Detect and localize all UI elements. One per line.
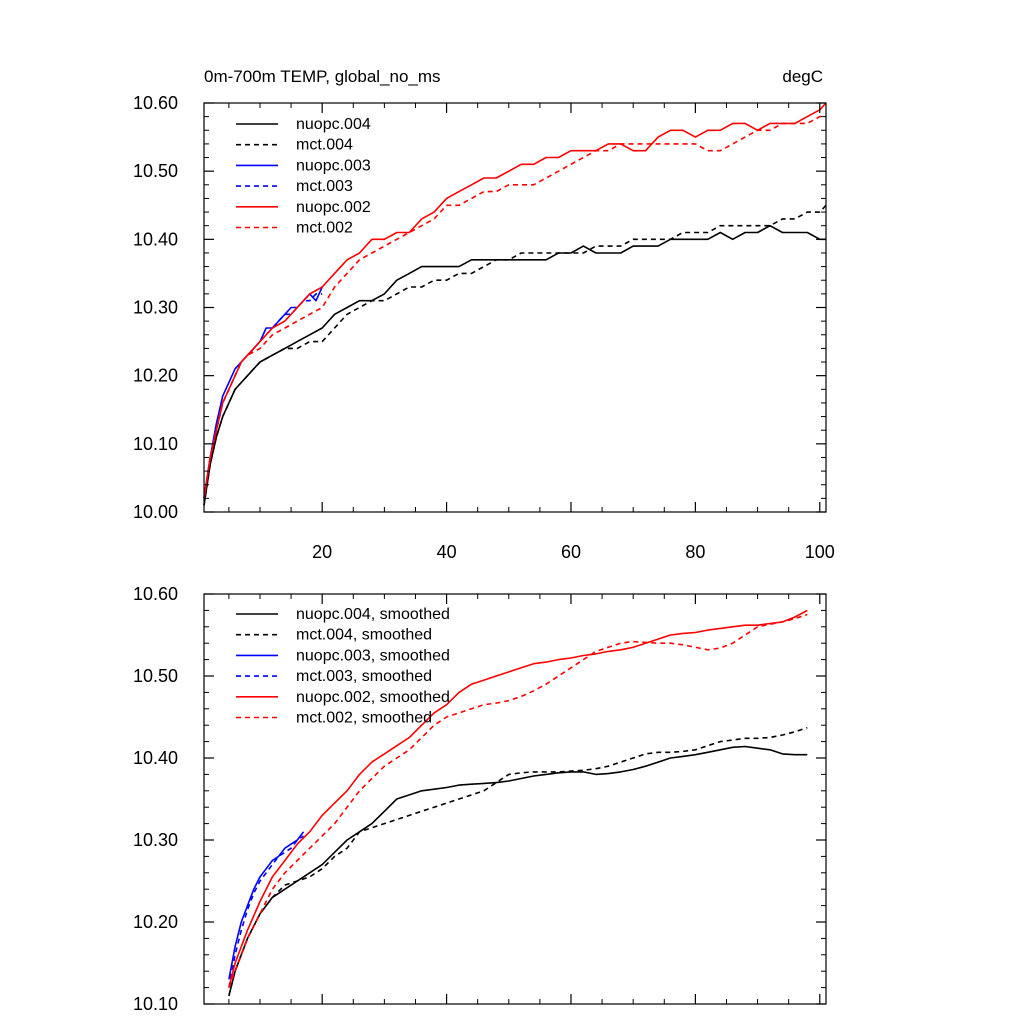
- bottom-panel-axes: 10.10 10.20 10.30 10.40 10.50 10.60: [133, 584, 827, 1014]
- top-panel: 0m-700m TEMP, global_no_ms degC 10.0010.…: [133, 67, 835, 562]
- y-tick-label: 10.60: [133, 93, 178, 113]
- top-panel-units: degC: [782, 67, 823, 86]
- series-line-mct-003-smoothed: [228, 835, 304, 988]
- y-tick-label: 10.10: [133, 434, 178, 454]
- series-line-nuopc-004: [203, 224, 826, 506]
- series-line-mct-004-smoothed: [228, 726, 808, 996]
- y-tick-label: 10.10: [133, 994, 178, 1014]
- legend-label: nuopc.003: [296, 157, 371, 174]
- y-tick-label: 10.40: [133, 229, 178, 249]
- series-line-mct-004: [203, 204, 827, 506]
- y-tick-label: 10.20: [133, 366, 178, 386]
- series-line-nuopc-003-smoothed: [228, 831, 305, 980]
- x-tick-label: 20: [312, 542, 332, 562]
- x-tick-label: 40: [437, 542, 457, 562]
- series-line-nuopc-004-smoothed: [228, 745, 808, 996]
- top-panel-legend: nuopc.004 mct.004 nuopc.003 mct.003 nuopc.00…: [236, 116, 371, 237]
- top-panel-title: 0m-700m TEMP, global_no_ms: [204, 67, 441, 86]
- legend-label: nuopc.004, smoothed: [296, 606, 450, 623]
- legend-label: mct.002: [296, 220, 353, 237]
- legend-label: nuopc.002: [296, 199, 371, 216]
- x-tick-label: 80: [685, 542, 705, 562]
- legend-label: mct.003: [296, 178, 353, 195]
- y-tick-label: 10.50: [133, 161, 178, 181]
- legend-label: mct.004: [296, 137, 353, 154]
- legend-label: mct.004, smoothed: [296, 627, 432, 644]
- y-tick-label: 10.60: [133, 584, 178, 604]
- series-line-nuopc-003: [203, 286, 323, 499]
- top-panel-axes: 10.00 10.10 10.20 10.30 10.40 10.50 10.60 20 40 6…: [133, 93, 835, 562]
- series-line-mct-002-smoothed: [228, 613, 808, 988]
- y-tick-label: 10.30: [133, 298, 178, 318]
- series-line-mct-002: [203, 115, 826, 499]
- y-tick-label: 10.30: [133, 830, 178, 850]
- legend-label: nuopc.004: [296, 116, 371, 133]
- y-tick-label: 10.50: [133, 666, 178, 686]
- bottom-panel-series-lines: [228, 609, 808, 996]
- series-line-nuopc-002: [203, 102, 827, 499]
- legend-label: mct.003, smoothed: [296, 668, 432, 685]
- legend-label: nuopc.003, smoothed: [296, 647, 450, 664]
- y-tick-label: 10.40: [133, 748, 178, 768]
- x-tick-label: 100: [805, 542, 835, 562]
- y-tick-label: 10.20: [133, 912, 178, 932]
- legend-label: mct.002, smoothed: [296, 710, 432, 727]
- y-tick-label: 10.00: [133, 502, 178, 522]
- legend-label: nuopc.002, smoothed: [296, 689, 450, 706]
- series-line-mct-003: [203, 293, 323, 499]
- top-panel-series-lines: [203, 102, 827, 506]
- series-line-nuopc-002-smoothed: [228, 609, 808, 988]
- bottom-panel: 10.10 10.20 10.30 10.40 10.50 10.60 nuopc.004…: [133, 584, 827, 1014]
- x-tick-label: 60: [561, 542, 581, 562]
- bottom-panel-legend: nuopc.004, smoothed mct.004, smoothed nuop…: [236, 606, 450, 727]
- plot-frame: [203, 593, 827, 1005]
